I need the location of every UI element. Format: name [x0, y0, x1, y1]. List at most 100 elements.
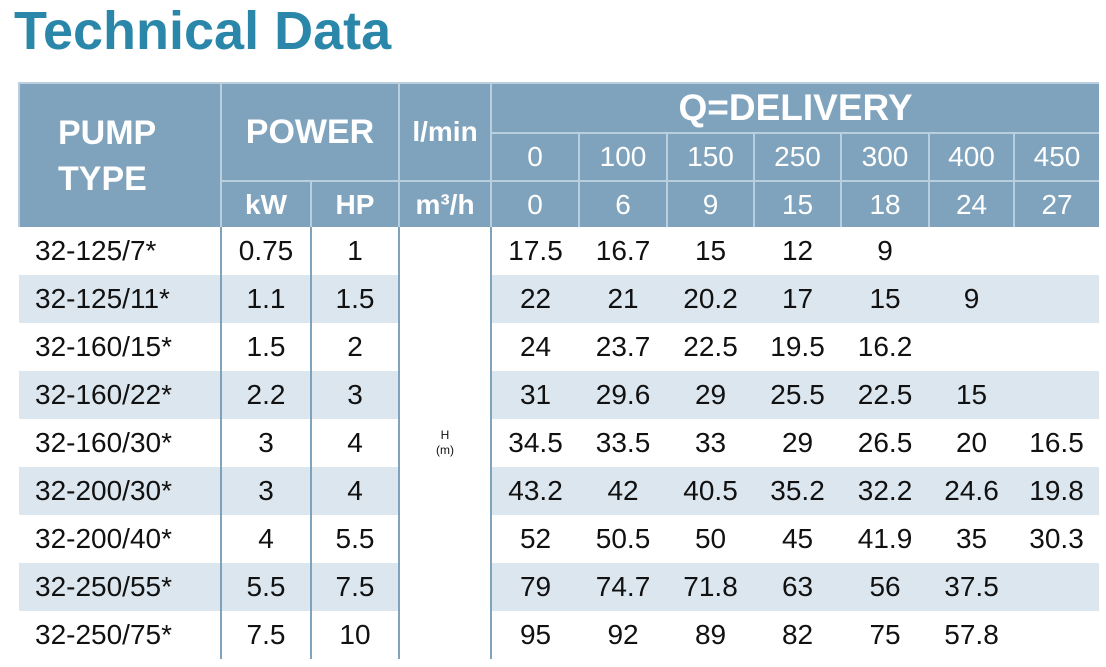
hp-value: 3	[311, 371, 401, 419]
head-value: 15	[694, 235, 727, 266]
hp-value: 2	[311, 323, 401, 371]
data-row: 32-200/30* 3 4 43.2 42 40.5 35.2 32.2 24.6 19.8	[19, 467, 1100, 515]
kw-value: 3	[221, 467, 312, 515]
head-value: 43.2	[491, 467, 580, 515]
hp-value: 1.5	[311, 275, 401, 323]
head-value: 89	[694, 619, 727, 650]
head-value: 41.9	[857, 523, 913, 554]
head-value: 34.5	[508, 427, 563, 458]
head-value: 16.7	[595, 235, 651, 266]
head-value: 50.5	[595, 523, 651, 554]
head-value: 29.6	[579, 371, 668, 419]
head-value: 19.5	[770, 331, 825, 362]
m3h-value: 18	[840, 180, 930, 227]
lmin-value: 300	[840, 132, 930, 181]
header-line: TYPE	[58, 159, 147, 198]
head-value: 22.5	[683, 331, 738, 362]
head-value: 22	[491, 275, 580, 323]
head-value: 16.2	[857, 331, 913, 362]
m3h-value: 24	[928, 180, 1015, 227]
head-value: 19.8	[1014, 467, 1100, 515]
pump-type-header: PUMP TYPE	[18, 82, 221, 227]
head-value: 50	[694, 523, 727, 554]
empty-cell	[1014, 371, 1100, 419]
data-row: 32-160/22* 2.2 3 31 29.6 29 25.5 22.5 15	[19, 371, 1100, 419]
head-value: 22.5	[841, 371, 930, 419]
title: Technical Data	[14, 1, 392, 61]
head-value: 57.8	[944, 619, 999, 650]
m3h-value: 6	[578, 180, 668, 227]
kw-value: 7.5	[221, 611, 312, 659]
head-value: 74.7	[579, 563, 668, 611]
head-value: 25.5	[754, 371, 842, 419]
data-row: 32-125/11* 1.1 1.5 22 21 20.2 17 15 9	[19, 275, 1100, 323]
pump-type: 32-250/75*	[19, 611, 222, 659]
head-value: 40.5	[667, 467, 755, 515]
table-header: PUMP TYPE POWER l/min Q=DELIVERY 0 100 150 250 30…	[18, 82, 1100, 227]
hp-value: 4	[311, 419, 401, 467]
power-header: POWER	[219, 82, 400, 181]
head-value: 9	[929, 275, 1015, 323]
head-value: 71.8	[667, 563, 755, 611]
head-value: 35.2	[754, 467, 842, 515]
empty-cell	[1014, 563, 1100, 611]
head-unit: H (m)	[399, 227, 493, 659]
data-row: 32-250/55* 5.5 7.5 79 74.7 71.8 63 56 37.5	[19, 563, 1100, 611]
empty-cell	[929, 323, 1014, 371]
data-row: 32-250/75* 7.5 10 95 92 89 82 75 57.8	[19, 611, 1099, 659]
pump-type: 32-200/30*	[19, 467, 222, 515]
kw-value: 0.75	[221, 227, 312, 275]
head-unit-line: H	[440, 428, 450, 442]
lmin-value: 250	[753, 132, 842, 181]
head-value: 15	[929, 371, 1015, 419]
kw-value: 4	[221, 515, 312, 563]
lmin-value: 100	[578, 132, 668, 181]
hp-value: 7.5	[311, 563, 401, 611]
data-row: 32-200/40* 4 5.5 52 50.5 50 45 41.9 35 30.3	[19, 515, 1099, 563]
head-value: 23.7	[595, 331, 651, 362]
head-value: 17	[754, 275, 842, 323]
m3h-value: 9	[666, 180, 755, 227]
head-value: 63	[754, 563, 842, 611]
head-value: 45	[781, 523, 814, 554]
data-row: 32-160/15* 1.5 2 24 23.7 22.5 19.5 16.2	[19, 323, 1099, 371]
empty-cell	[1014, 275, 1100, 323]
m3h-value: 27	[1013, 180, 1100, 227]
head-value: 31	[491, 371, 580, 419]
head-value: 24	[519, 331, 552, 362]
hp-value: 1	[311, 227, 401, 275]
pump-type: 32-125/11*	[19, 275, 222, 323]
head-value: 17.5	[508, 235, 563, 266]
pump-type: 32-250/55*	[19, 563, 222, 611]
lmin-unit: l/min	[398, 82, 492, 181]
table-body: 32-125/7* 0.75 1 H (m) 17.5 16.7 15 12 9 32-125/11…	[19, 227, 1100, 659]
head-value: 56	[841, 563, 930, 611]
pump-type: 32-160/30*	[19, 419, 222, 467]
kw-value: 1.5	[221, 323, 312, 371]
head-value: 92	[607, 619, 639, 650]
hp-value: 10	[311, 611, 401, 659]
kw-value: 1.1	[221, 275, 312, 323]
lmin-value: 450	[1013, 132, 1100, 181]
head-value: 52	[519, 523, 552, 554]
empty-cell	[1014, 323, 1099, 371]
lmin-value: 0	[490, 132, 580, 181]
pump-type: 32-125/7*	[19, 227, 222, 275]
head-value: 20.2	[667, 275, 755, 323]
empty-cell	[929, 227, 1014, 275]
delivery-header: Q=DELIVERY	[490, 82, 1100, 133]
head-value: 29	[781, 427, 814, 458]
head-value: 82	[781, 619, 814, 650]
kw-value: 2.2	[221, 371, 312, 419]
hp-value: 5.5	[311, 515, 401, 563]
head-value: 33.5	[595, 427, 651, 458]
head-value: 35	[955, 523, 988, 554]
header-row: 0 100 150 250 300 400 450	[19, 132, 1100, 181]
head-value: 33	[694, 427, 727, 458]
head-value: 21	[579, 275, 668, 323]
empty-cell	[1014, 227, 1099, 275]
empty-cell	[1014, 611, 1099, 659]
head-value: 37.5	[929, 563, 1015, 611]
head-value: 16.5	[1029, 427, 1084, 458]
